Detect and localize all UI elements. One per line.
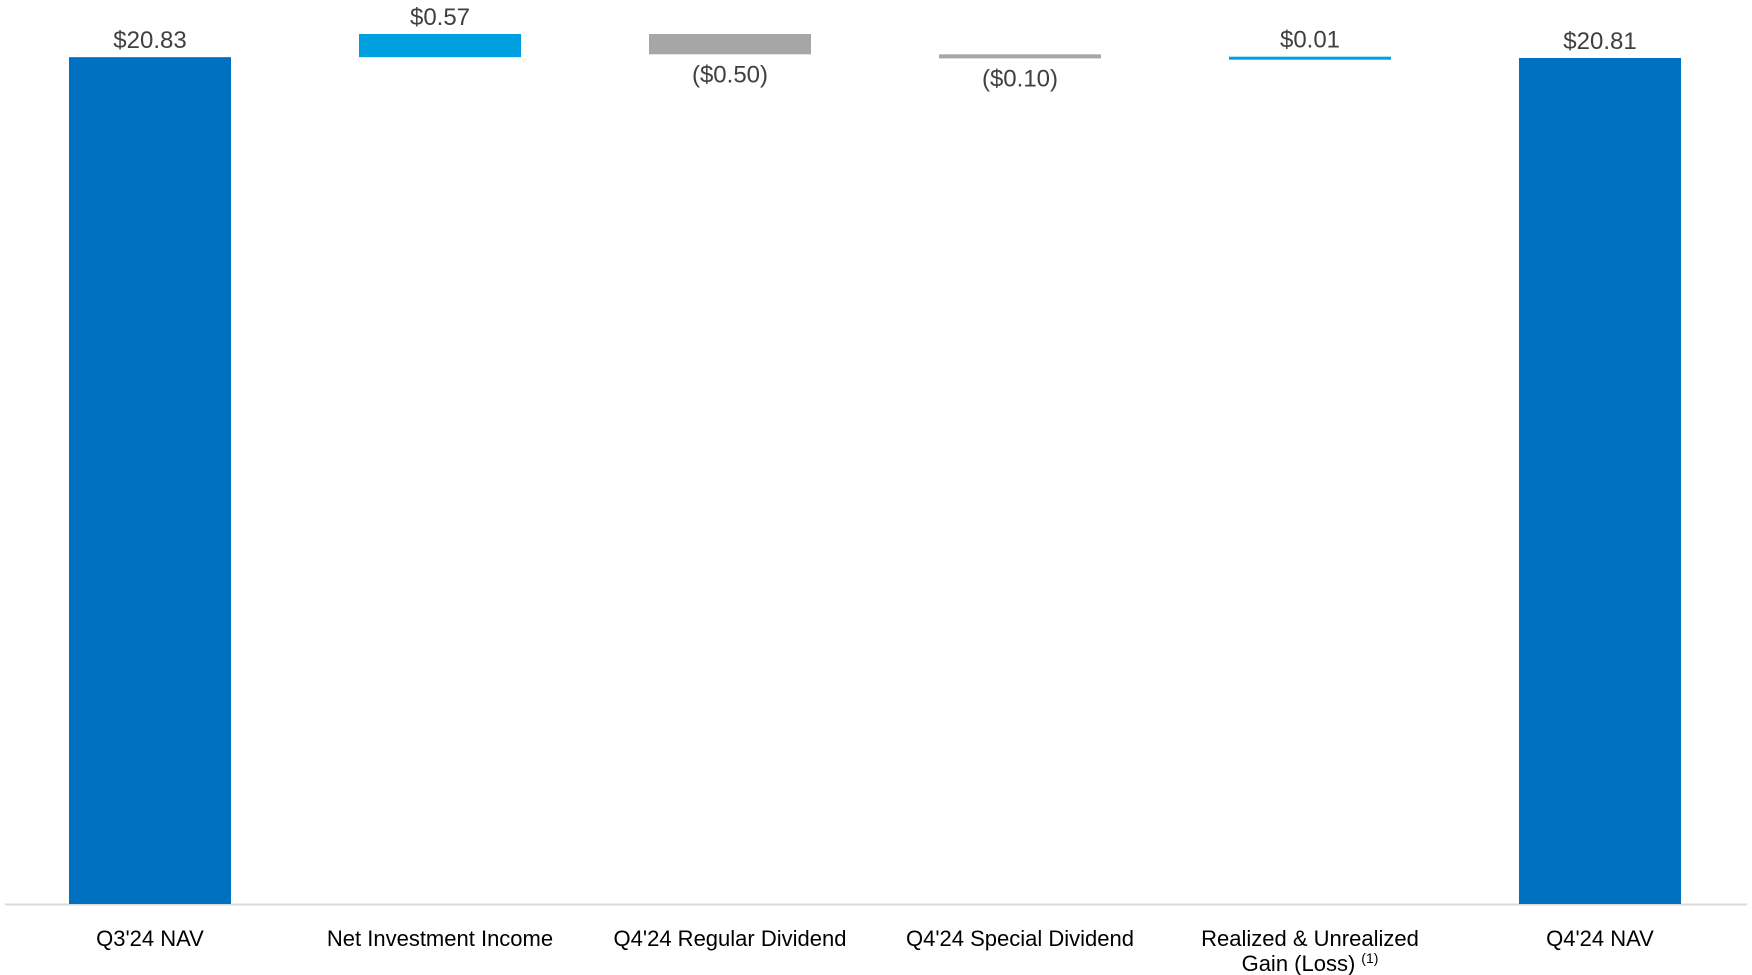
value-label-4: ($0.10): [982, 65, 1058, 92]
category-label-1: Q3'24 NAV: [96, 926, 204, 951]
category-label-2: Net Investment Income: [327, 926, 553, 951]
category-label-5-line-1: Realized & Unrealized: [1201, 926, 1419, 951]
category-label-4-line-1: Q4'24 Special Dividend: [906, 926, 1134, 951]
bar-3: [649, 34, 811, 55]
bar-5: [1229, 56, 1391, 60]
bar-1: [69, 57, 231, 904]
category-label-5: Realized & Unrealized Gain (Loss) (1): [1201, 926, 1419, 975]
category-label-2-line-1: Net Investment Income: [327, 926, 553, 951]
category-label-6: Q4'24 NAV: [1546, 926, 1654, 951]
category-label-6-line-1: Q4'24 NAV: [1546, 926, 1654, 951]
value-label-3: ($0.50): [692, 61, 768, 88]
bar-4: [939, 54, 1101, 59]
footnote-marker: (1): [1361, 950, 1378, 966]
value-label-1: $20.83: [113, 27, 186, 54]
value-label-5: $0.01: [1280, 27, 1340, 54]
bar-6: [1519, 57, 1681, 905]
category-label-1-line-1: Q3'24 NAV: [96, 926, 204, 951]
category-label-4: Q4'24 Special Dividend: [906, 926, 1134, 951]
bar-2: [359, 34, 521, 58]
value-label-2: $0.57: [410, 4, 470, 31]
value-label-6: $20.81: [1563, 28, 1636, 55]
category-label-3-line-1: Q4'24 Regular Dividend: [614, 926, 847, 951]
category-label-3: Q4'24 Regular Dividend: [614, 926, 847, 951]
category-label-5-line-2: Gain (Loss): [1242, 951, 1356, 975]
